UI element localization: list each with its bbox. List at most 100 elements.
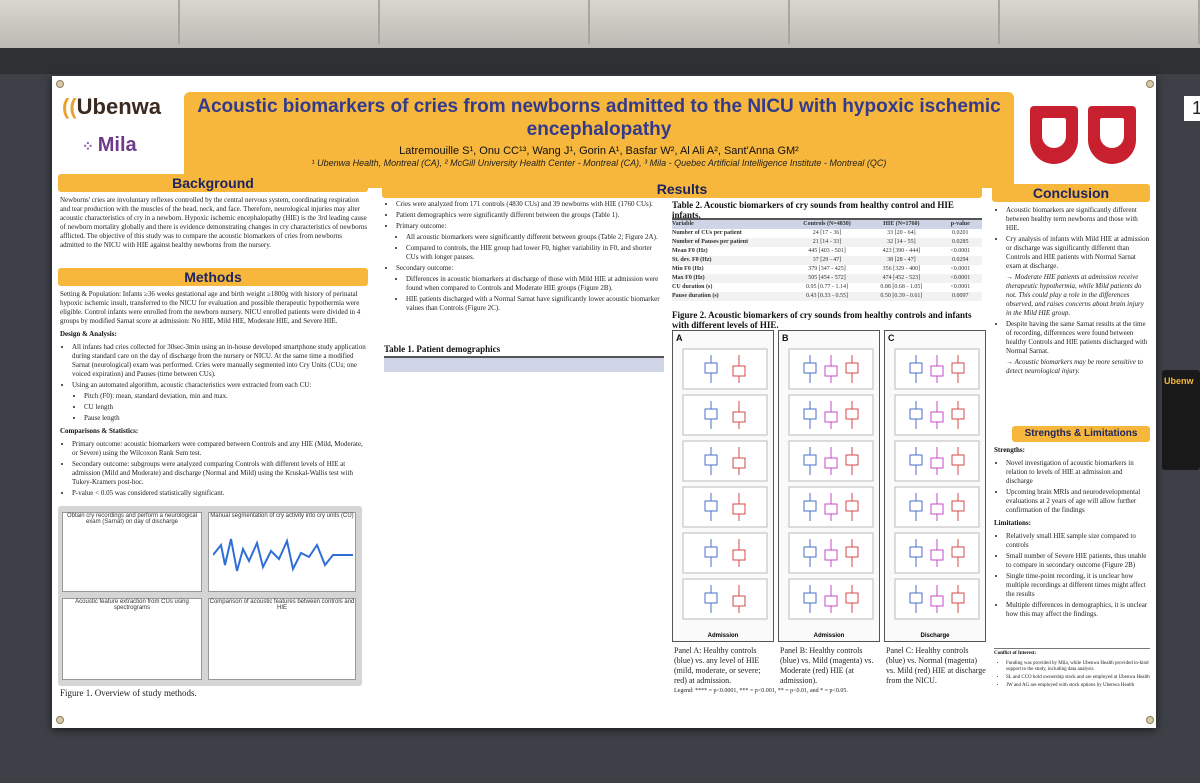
poster-title: Acoustic biomarkers of cries from newbor… bbox=[197, 96, 1001, 140]
box bbox=[930, 365, 944, 377]
strength-item: Upcoming brain MRIs and neurodevelopment… bbox=[1006, 488, 1150, 515]
box bbox=[909, 500, 923, 512]
fig1-step1: Obtain cry recordings and perform a neur… bbox=[62, 512, 202, 592]
box bbox=[930, 549, 944, 561]
fig1-step1-label: Obtain cry recordings and perform a neur… bbox=[66, 513, 198, 525]
table2-cell: 474 [452 - 523] bbox=[882, 275, 921, 281]
conclusion-list: Acoustic biomarkers are significantly di… bbox=[994, 206, 1150, 376]
table2-cell: <0.0001 bbox=[950, 284, 971, 290]
box bbox=[909, 408, 923, 420]
conflict-item: SL and CCO hold ownership stock and are … bbox=[1006, 675, 1150, 681]
table2-cell: Pause duration (s) bbox=[672, 293, 719, 299]
box bbox=[930, 457, 944, 469]
table2-header-row: Variable Controls (N=4830) HIE (N=1760) p-v… bbox=[672, 220, 982, 229]
box bbox=[824, 411, 838, 423]
table2-cell: 32 [14 - 55] bbox=[887, 239, 916, 245]
background-text: Newborns' cries are involuntary reflexes… bbox=[60, 196, 368, 249]
business-card: Ubenw bbox=[1162, 370, 1200, 470]
comparison-item: Secondary outcome: subgroups were analyz… bbox=[72, 460, 368, 487]
board-frame bbox=[0, 48, 1200, 74]
results-heading: Results bbox=[382, 180, 982, 198]
panel-letter: C bbox=[888, 333, 895, 343]
table2-cell: 0.0285 bbox=[952, 239, 969, 245]
conflict-list: Funding was provided by Mila, while Uben… bbox=[994, 661, 1150, 689]
conclusion-item: Acoustic biomarkers are significantly di… bbox=[1006, 206, 1150, 233]
mila-logo: ⁘ Mila bbox=[82, 134, 137, 157]
table2-cell: Controls (N=4830) bbox=[803, 221, 851, 227]
box bbox=[704, 592, 718, 604]
conflict-item: JW and AG are employed with stock option… bbox=[1006, 683, 1150, 689]
table2-cell: 0.88 [0.68 - 1.05] bbox=[880, 284, 923, 290]
box bbox=[909, 546, 923, 558]
box bbox=[704, 362, 718, 374]
panel-b-caption: Panel B: Healthy controls (blue) vs. Mil… bbox=[780, 646, 874, 685]
poster-affiliations: ¹ Ubenwa Health, Montreal (CA), ² McGill… bbox=[311, 158, 887, 168]
table2-cell: 445 [403 - 501] bbox=[808, 248, 846, 254]
table2-cell: 38 [28 - 47] bbox=[887, 257, 916, 263]
design-item: CU length bbox=[84, 403, 368, 412]
boxplot-stack bbox=[682, 348, 768, 620]
table2-cell: p-value bbox=[950, 221, 970, 227]
table2-cell: Max F0 (Hz) bbox=[672, 275, 705, 281]
fig1-step2: Manual segmentation of cry activity into… bbox=[208, 512, 356, 592]
limitations-title: Limitations: bbox=[994, 519, 1031, 527]
pin-icon bbox=[56, 716, 64, 724]
fig1-step4-label: Comparison of acoustic features between … bbox=[209, 599, 355, 611]
figure2-panel-b: B Admission bbox=[778, 330, 880, 642]
mila-dots-icon: ⁘ bbox=[82, 138, 94, 154]
limitation-item: Multiple differences in demographics, it… bbox=[1006, 601, 1150, 619]
boxplot-stack bbox=[894, 348, 980, 620]
ceiling-panel bbox=[0, 0, 180, 44]
table2: Variable Controls (N=4830) HIE (N=1760) p-v… bbox=[672, 218, 982, 306]
limitation-item: Small number of Severe HIE patients, thu… bbox=[1006, 552, 1150, 570]
strengths-list: Novel investigation of acoustic biomarke… bbox=[994, 459, 1150, 515]
conflict-box: Conflict of Interest: Funding was provid… bbox=[994, 648, 1150, 718]
results-item: Compared to controls, the HIE group had … bbox=[406, 244, 664, 262]
card-logo: Ubenw bbox=[1164, 376, 1194, 386]
title-banner: Acoustic biomarkers of cries from newbor… bbox=[184, 92, 1014, 188]
strengths-heading: Strengths & Limitations bbox=[1012, 426, 1150, 442]
results-item: Primary outcome: bbox=[396, 222, 664, 231]
pin-icon bbox=[1146, 716, 1154, 724]
box bbox=[704, 546, 718, 558]
box bbox=[704, 454, 718, 466]
ceiling-panel bbox=[590, 0, 790, 44]
figure2-panel-a: A Admission bbox=[672, 330, 774, 642]
legend-line: Legend: **** = p<0.0001, *** = p<0.001, … bbox=[674, 688, 848, 694]
limitation-item: Relatively small HIE sample size compare… bbox=[1006, 532, 1150, 550]
limitation-item: Single time-point recording, it is uncle… bbox=[1006, 572, 1150, 599]
ceiling-panel bbox=[1000, 0, 1200, 44]
box bbox=[845, 408, 859, 420]
table2-cell: CU duration (s) bbox=[672, 284, 713, 290]
conclusion-text: Acoustic biomarkers are significantly di… bbox=[994, 206, 1150, 416]
box bbox=[824, 365, 838, 377]
design-item: Using an automated algorithm, acoustic c… bbox=[72, 381, 368, 390]
ceiling bbox=[0, 0, 1200, 48]
box bbox=[951, 500, 965, 512]
panel-xlabel: Discharge bbox=[920, 633, 950, 639]
comparisons-title: Comparisons & Statistics: bbox=[60, 427, 139, 435]
fig1-step2-label: Manual segmentation of cry activity into… bbox=[210, 513, 354, 519]
conclusion-item: → Acoustic biomarkers may be more sensit… bbox=[1006, 358, 1144, 375]
conclusion-item: Despite having the same Sarnat results a… bbox=[1006, 320, 1150, 356]
results-item: Differences in acoustic biomarkers at di… bbox=[406, 275, 664, 293]
subplot-frame bbox=[682, 532, 768, 574]
comparisons-list: Primary outcome: acoustic biomarkers wer… bbox=[60, 440, 368, 498]
subplot-frame bbox=[682, 348, 768, 390]
table2-cell: 0.50 [0.39 - 0.61] bbox=[880, 293, 923, 299]
box bbox=[732, 365, 746, 377]
results-item: Patient demographics were significantly … bbox=[396, 211, 664, 220]
table2-cell: 37 [29 - 47] bbox=[812, 257, 842, 263]
fig1-step4: Comparison of acoustic features between … bbox=[208, 598, 356, 680]
background-heading: Background bbox=[58, 174, 368, 192]
table2-cell: 423 [390 - 444] bbox=[882, 248, 921, 254]
panel-c-caption: Panel C: Healthy controls (blue) vs. Nor… bbox=[886, 646, 986, 685]
box bbox=[824, 595, 838, 607]
subplot-frame bbox=[682, 578, 768, 620]
table2-cell: 21 [14 - 33] bbox=[812, 239, 842, 245]
box bbox=[909, 454, 923, 466]
poster: ((Ubenwa ⁘ Mila Acoustic biomarkers of cr… bbox=[52, 76, 1156, 728]
panel-xlabel: Admission bbox=[707, 633, 739, 639]
box bbox=[732, 549, 746, 561]
mcgill-crest-icon bbox=[1088, 106, 1136, 164]
